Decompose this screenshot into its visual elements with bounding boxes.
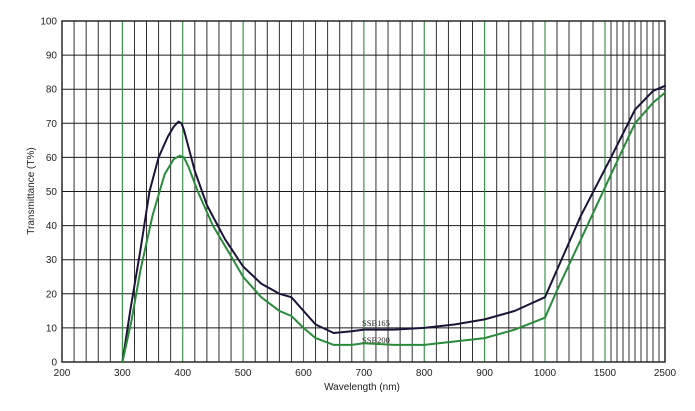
y-tick-label: 30 <box>46 255 58 266</box>
y-tick-label: 20 <box>46 289 58 300</box>
y-tick-label: 100 <box>40 17 57 28</box>
tick-labels: 200 300 400 500 600 700 800 900 1000 1500 2500 0 10 2… <box>40 17 676 380</box>
x-tick-label: 700 <box>356 368 373 379</box>
series-label-ssb200: SSB200 <box>362 335 390 345</box>
plot-frame <box>61 20 666 363</box>
series-line-ssb165 <box>121 84 666 363</box>
y-axis-title: Transmittance (T%) <box>26 147 37 234</box>
y-tick-label: 0 <box>51 358 57 369</box>
x-tick-label: 300 <box>114 368 131 379</box>
x-tick-label: 400 <box>174 368 191 379</box>
y-tick-label: 90 <box>46 51 58 62</box>
y-tick-label: 70 <box>46 119 58 130</box>
grid-layer <box>62 21 665 362</box>
series-layer <box>121 84 666 363</box>
x-tick-label: 500 <box>235 368 252 379</box>
y-tick-label: 60 <box>46 153 58 164</box>
series-label-ssb165: SSB165 <box>362 318 390 328</box>
x-tick-label: 200 <box>54 368 71 379</box>
plot-border <box>61 20 666 363</box>
x-tick-label: 1500 <box>594 368 617 379</box>
y-tick-label: 50 <box>46 187 58 198</box>
x-tick-label: 900 <box>476 368 493 379</box>
x-tick-label: 2500 <box>654 368 677 379</box>
x-tick-label: 1000 <box>534 368 557 379</box>
x-axis-title: Wavelength (nm) <box>324 382 400 393</box>
y-tick-label: 80 <box>46 85 58 96</box>
y-tick-label: 10 <box>46 323 58 334</box>
x-tick-label: 800 <box>416 368 433 379</box>
y-tick-label: 40 <box>46 221 58 232</box>
series-line-ssb200 <box>121 91 666 363</box>
x-tick-label: 600 <box>295 368 312 379</box>
